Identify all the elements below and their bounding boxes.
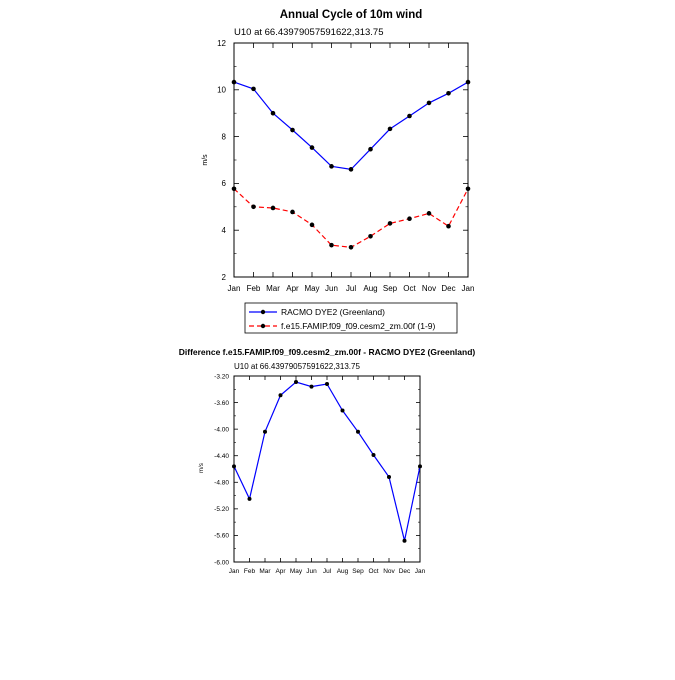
chart2-series-1-line (233, 381, 421, 541)
chart1-ytick-label: 10 (217, 86, 226, 95)
chart2-xtick-label: Jul (323, 568, 332, 575)
chart1-series-2-point (407, 216, 412, 222)
chart1-series-1-line (233, 81, 469, 171)
chart1-series-1-point (368, 146, 373, 152)
chart2-series-1-point (232, 464, 236, 469)
chart1-series-2-point (309, 222, 315, 228)
chart1-series-2-point (387, 221, 393, 226)
chart1-ytick-label: 4 (222, 226, 227, 235)
chart1-subtitle: U10 at 66.43979057591622,313.75 (234, 27, 384, 38)
chart1-series-2-point (329, 242, 334, 248)
chart1-series-1-point (387, 126, 393, 132)
chart1-legend-marker-1 (260, 309, 266, 315)
chart2-xtick-label: Jan (415, 568, 426, 575)
chart1-legend-label-1: RACMO DYE2 (Greenland) (281, 307, 385, 317)
chart2-xtick-label: Dec (399, 568, 411, 575)
chart2-ytick-label: -4.40 (214, 453, 229, 460)
chart1-xtick-label: Oct (403, 284, 416, 293)
chart2-ytick-label: -4.80 (214, 480, 229, 487)
chart2-xtick-label: May (290, 568, 303, 575)
chart2-series-1-point (325, 381, 329, 386)
chart2-series-1-point (294, 379, 298, 384)
chart1-series-1-point (426, 100, 432, 106)
chart1-series-2-point (290, 209, 295, 215)
chart1-series-2-point (465, 186, 471, 192)
chart1-xtick-label: Nov (422, 284, 436, 293)
chart1-xtick-label: Mar (266, 284, 280, 293)
chart1-series-1-point (309, 145, 315, 150)
chart1-ytick-label: 12 (217, 39, 226, 48)
chart1-ytick-label: 8 (222, 132, 227, 141)
chart2-xtick-label: Jan (229, 568, 240, 575)
chart1-series-1-point (465, 79, 471, 85)
chart1-xtick-label: Dec (441, 284, 455, 293)
chart1-xtick-label: Jan (462, 284, 475, 293)
chart2-series-1-point (278, 393, 283, 398)
chart1-series-1-point (231, 79, 237, 85)
chart2-series-1-point (247, 496, 252, 501)
chart1-series-2-point (446, 223, 451, 229)
chart1-xtick-label: Aug (363, 284, 377, 293)
chart2-xtick-label: Sep (352, 568, 364, 575)
chart2-ytick-label: -5.60 (214, 533, 229, 540)
chart1-xtick-label: Apr (286, 284, 299, 293)
chart2-series-1-point (418, 464, 422, 469)
chart2-series-1-point (387, 474, 391, 479)
chart2-xtick-label: Apr (275, 568, 286, 575)
chart2-ytick-label: -3.60 (214, 400, 229, 407)
chart2-series-1-point (340, 408, 345, 413)
chart2-xtick-label: Nov (383, 568, 395, 575)
chart1-series-2-point (270, 205, 276, 211)
chart1-plot-frame (233, 42, 469, 278)
chart1-series-2-point (426, 211, 432, 216)
chart1-series-1-point (348, 167, 354, 172)
chart2-subtitle: U10 at 66.43979057591622,313.75 (234, 362, 360, 371)
chart2-xtick-label: Feb (244, 568, 256, 575)
chart1-legend-marker-2 (260, 323, 266, 329)
chart1-series-1-point (270, 110, 276, 116)
chart2-ytick-label: -4.00 (214, 426, 229, 433)
chart2-xtick-label: Jun (306, 568, 317, 575)
chart1-ytick-label: 2 (222, 273, 227, 282)
chart1-series-2-point (251, 204, 256, 210)
chart2-ylabel: m/s (199, 463, 205, 473)
chart2-ytick-label: -3.20 (214, 373, 229, 380)
chart2-xtick-label: Oct (368, 568, 378, 575)
chart2-series-1-point (371, 453, 376, 458)
chart1-series-1-point (446, 91, 451, 96)
chart1-series-2-point (348, 244, 354, 250)
chart2-plot-frame (233, 375, 421, 563)
chart2-ytick-label: -5.20 (214, 506, 229, 513)
chart1-xtick-label: Jan (228, 284, 241, 293)
chart2-series-1-point (356, 429, 360, 434)
chart1-xtick-label: Jul (346, 284, 356, 293)
chart2-series-1-point (263, 429, 267, 434)
chart1-ytick-label: 6 (222, 179, 227, 188)
chart1-series-2-point (368, 233, 373, 239)
chart1-series-2-line (233, 188, 469, 248)
chart2-title: Difference f.e15.FAMIP.f09_f09.cesm2_zm.… (179, 347, 476, 357)
chart2-ytick-label: -6.00 (214, 559, 229, 566)
chart1-series-1-point (329, 164, 334, 169)
chart2-series-1-point (309, 384, 314, 389)
chart1-xtick-label: May (304, 284, 319, 293)
chart1-series-1-point (290, 127, 295, 133)
chart1-xtick-label: Sep (383, 284, 398, 293)
chart1-series-1-point (251, 86, 256, 92)
chart2-xtick-label: Aug (337, 568, 349, 575)
chart1-legend (244, 302, 458, 334)
chart1-title: Annual Cycle of 10m wind (280, 9, 423, 21)
chart1-series-1-point (407, 113, 412, 119)
chart1-series-2-point (231, 186, 237, 192)
chart1-xtick-label: Jun (325, 284, 338, 293)
chart2-xtick-label: Mar (259, 568, 271, 575)
chart1-legend-label-2: f.e15.FAMIP.f09_f09.cesm2_zm.00f (1-9) (281, 321, 436, 331)
chart1-ylabel: m/s (202, 154, 209, 166)
chart1-xtick-label: Feb (247, 284, 261, 293)
chart2-series-1-point (402, 538, 407, 543)
